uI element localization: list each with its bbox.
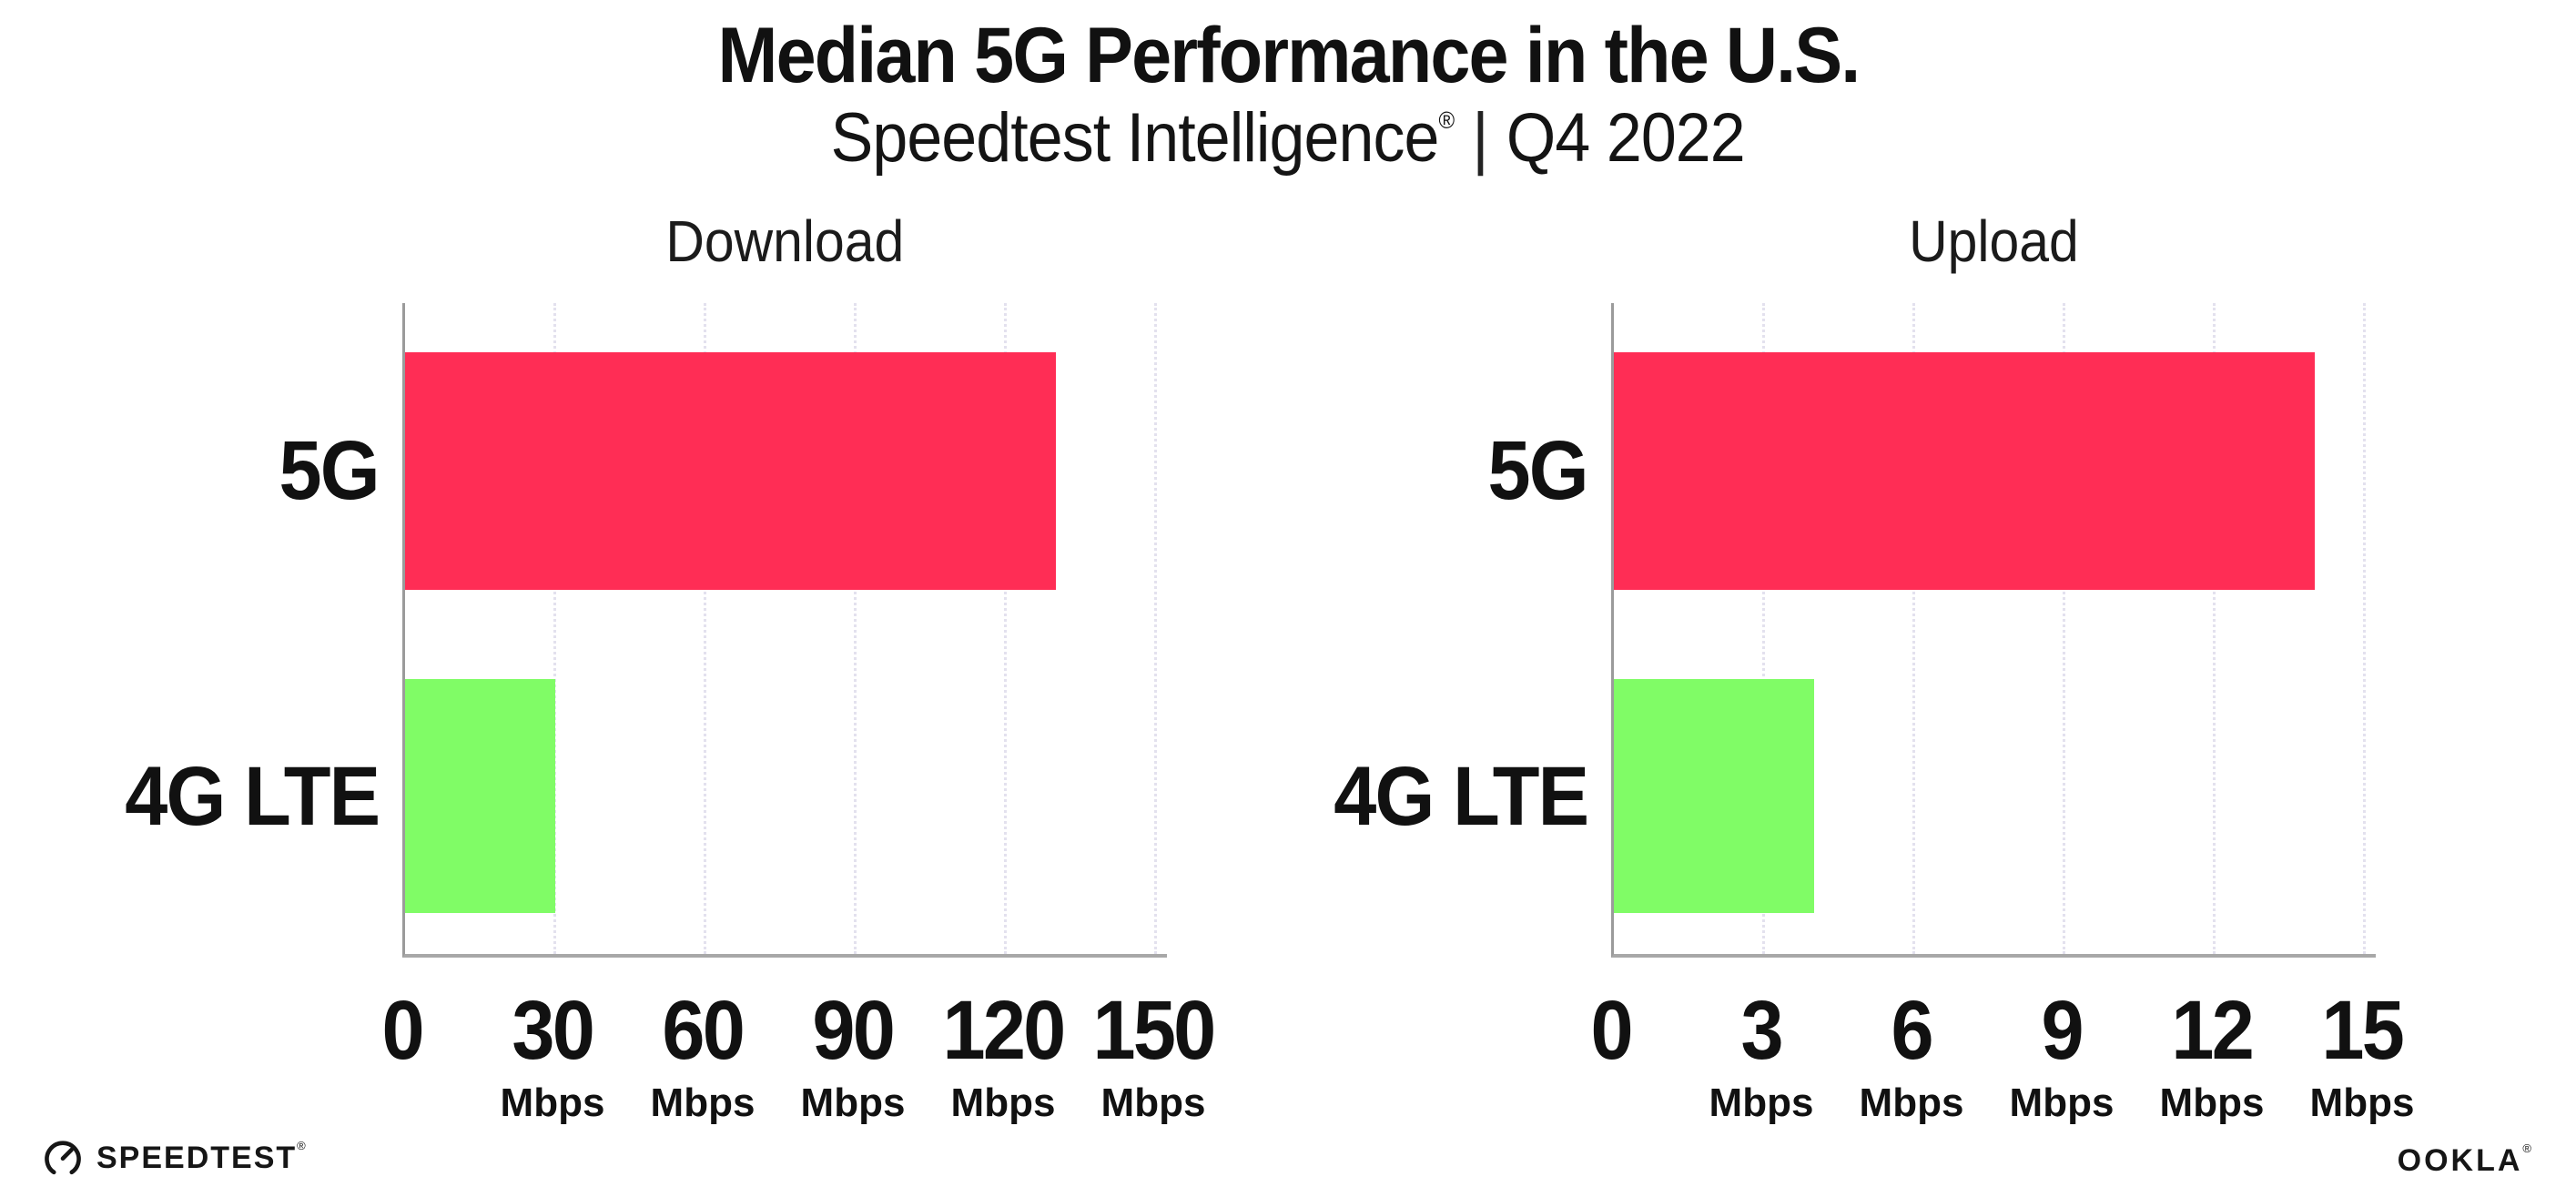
download-chart-body: 5G 4G LTE (125, 303, 1167, 958)
gridline (854, 303, 857, 954)
category-label-5g: 5G (1487, 424, 1589, 517)
gridline (704, 303, 706, 954)
page-title: Median 5G Performance in the U.S. (0, 12, 2576, 99)
speedtest-wordmark: SPEEDTEST® (96, 1138, 308, 1175)
ookla-registered-mark: ® (2522, 1141, 2534, 1155)
bar-5g-download (405, 352, 1056, 590)
x-tick: 30 Mbps (500, 984, 605, 1125)
gridline (1762, 303, 1765, 954)
speedtest-gauge-icon (45, 1141, 81, 1175)
x-tick: 6 Mbps (1859, 984, 1964, 1125)
ookla-logo: OOKLA® (2397, 1141, 2534, 1179)
upload-chart: Upload 5G 4G LTE 0 (1334, 208, 2415, 1135)
download-plot-area (402, 303, 1167, 958)
charts-row: Download 5G 4G LTE (0, 209, 2576, 1129)
subtitle-period: Q4 2022 (1506, 99, 1746, 178)
page-title-text: Median 5G Performance in the U.S. (717, 12, 1861, 99)
x-tick: 0 Mbps (381, 984, 425, 1077)
gridline (2213, 303, 2216, 954)
gridline (2063, 303, 2065, 954)
speedtest-registered-mark: ® (297, 1138, 308, 1152)
gridline (1004, 303, 1007, 954)
gridline (1154, 303, 1157, 954)
chart-header: Median 5G Performance in the U.S. Speedt… (0, 0, 2576, 177)
download-chart: Download 5G 4G LTE (125, 208, 1216, 1135)
category-label-4g-lte: 4G LTE (1334, 750, 1589, 843)
x-tick: 150 Mbps (1092, 984, 1217, 1125)
subtitle-brand: Speedtest Intelligence (830, 99, 1440, 178)
upload-chart-title: Upload (1908, 208, 2079, 274)
x-tick: 60 Mbps (650, 984, 756, 1125)
gridline (553, 303, 556, 954)
category-label-5g: 5G (279, 424, 380, 517)
speedtest-logo: SPEEDTEST® (42, 1137, 308, 1179)
upload-category-labels: 5G 4G LTE (1334, 303, 1611, 958)
download-x-axis-labels: 0 Mbps 30 Mbps 60 Mbps 90 Mbps 120 Mbps … (382, 958, 1216, 1135)
bar-4g-lte-upload (1614, 679, 1814, 913)
bar-4g-lte-download (405, 679, 555, 913)
x-tick: 0 Mbps (1590, 984, 1634, 1077)
subtitle-text: Speedtest Intelligence® | Q4 2022 (830, 99, 1746, 178)
x-tick: 9 Mbps (2009, 984, 2115, 1125)
x-tick: 90 Mbps (800, 984, 906, 1125)
x-tick: 120 Mbps (942, 984, 1067, 1125)
bar-5g-upload (1614, 352, 2315, 590)
download-category-labels: 5G 4G LTE (125, 303, 402, 958)
upload-plot-area (1611, 303, 2376, 958)
x-tick: 3 Mbps (1709, 984, 1814, 1125)
ookla-wordmark: OOKLA (2397, 1143, 2523, 1178)
gridline (2363, 303, 2366, 954)
subtitle-separator: | (1472, 99, 1489, 178)
x-tick: 15 Mbps (2309, 984, 2415, 1125)
category-label-4g-lte: 4G LTE (125, 750, 380, 843)
download-chart-title: Download (665, 208, 904, 274)
upload-x-axis-labels: 0 Mbps 3 Mbps 6 Mbps 9 Mbps 12 Mbps 15 M… (1591, 958, 2415, 1135)
page-subtitle: Speedtest Intelligence® | Q4 2022 (0, 100, 2576, 177)
x-tick: 12 Mbps (2159, 984, 2265, 1125)
registered-mark: ® (1438, 107, 1455, 135)
gridline (1912, 303, 1915, 954)
upload-chart-body: 5G 4G LTE (1334, 303, 2376, 958)
